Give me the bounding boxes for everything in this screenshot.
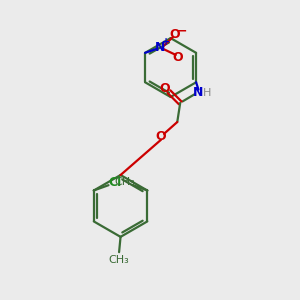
Text: CH₃: CH₃ (109, 255, 130, 265)
Text: Cl: Cl (108, 176, 122, 189)
Text: H: H (203, 88, 212, 98)
Text: O: O (156, 130, 167, 143)
Text: N: N (155, 41, 166, 54)
Text: −: − (176, 24, 187, 37)
Text: CH₃: CH₃ (115, 177, 136, 187)
Text: +: + (162, 37, 170, 46)
Text: N: N (193, 86, 204, 99)
Text: O: O (169, 28, 180, 41)
Text: O: O (160, 82, 170, 95)
Text: O: O (173, 51, 183, 64)
